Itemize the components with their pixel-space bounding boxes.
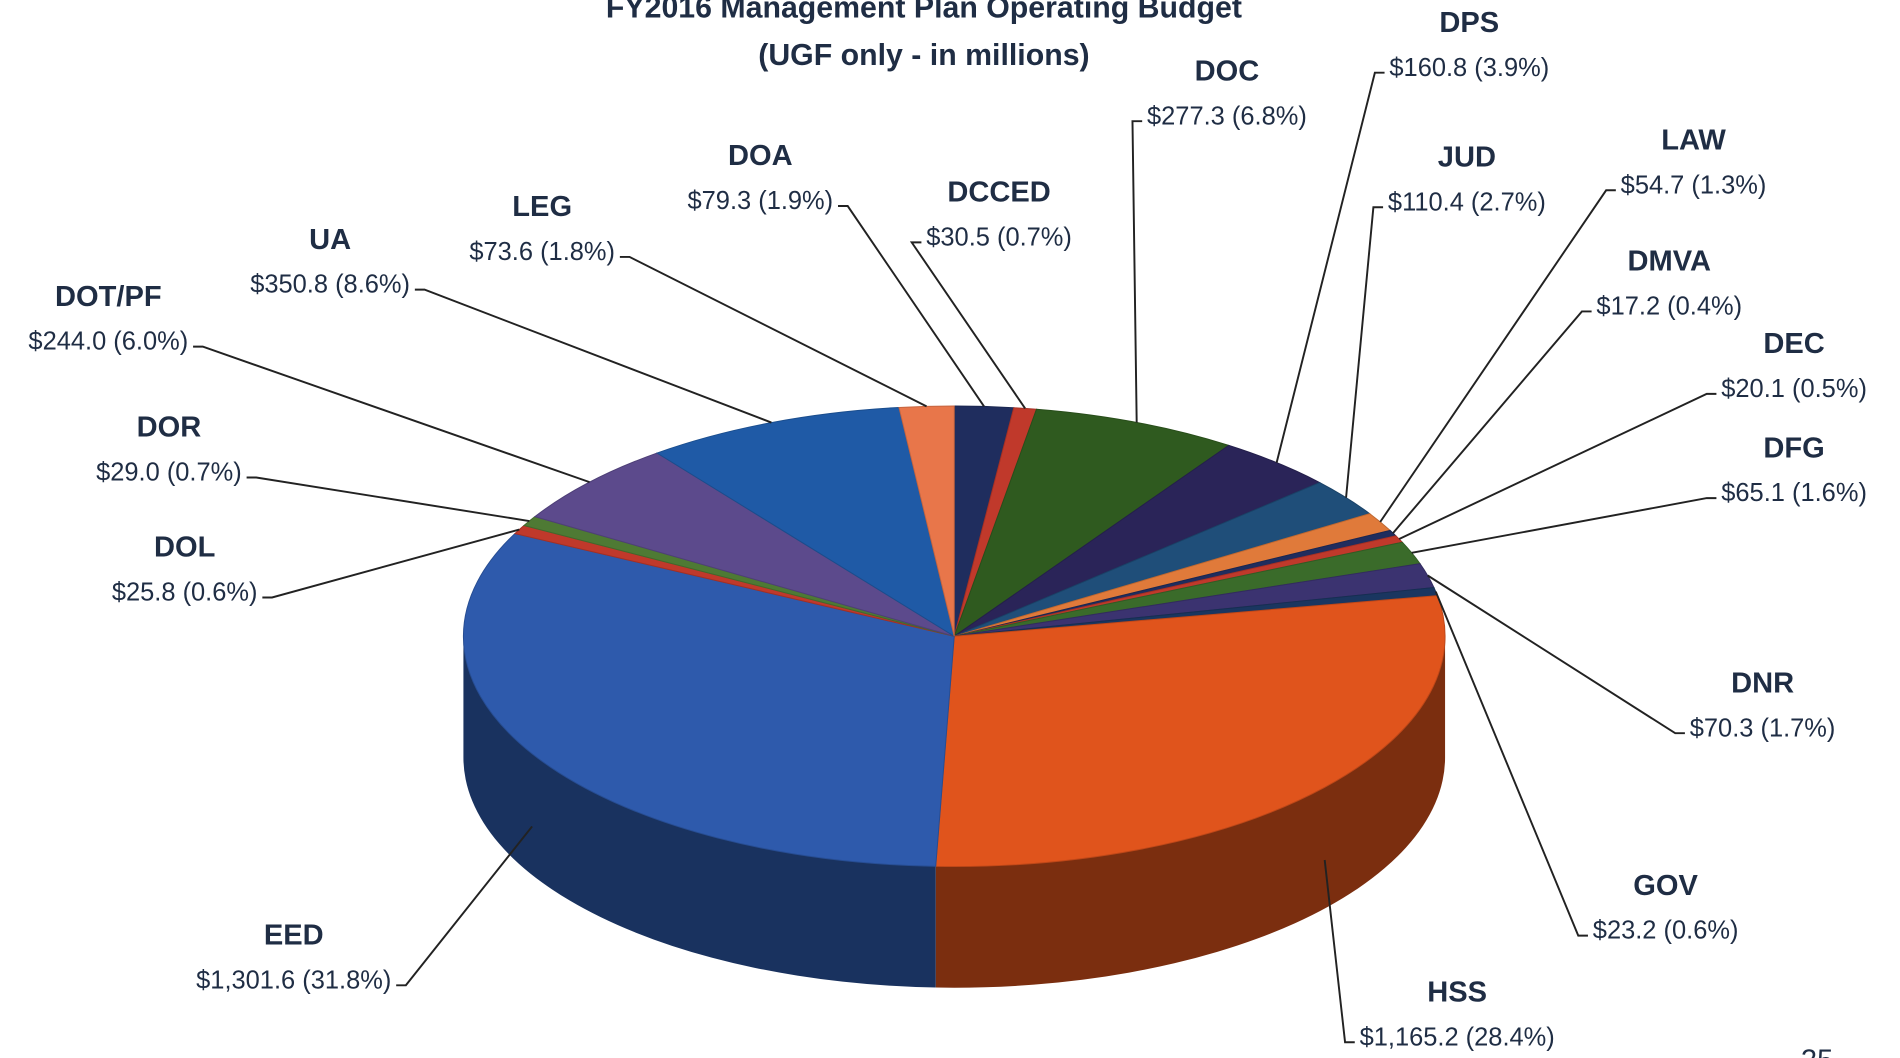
- slice: [935, 595, 1446, 868]
- leader-line: [1323, 859, 1355, 1044]
- slice: [953, 408, 1230, 638]
- leader-line: [619, 255, 928, 408]
- leader-line: [1411, 497, 1717, 554]
- slice-label: DPS: [1439, 7, 1499, 39]
- slice-label: EED: [264, 919, 324, 951]
- slice-label: LEG: [512, 191, 572, 223]
- slice-label: DOR: [137, 412, 202, 444]
- slice-label: DOC: [1195, 55, 1260, 87]
- leader-line: [193, 345, 590, 484]
- slice-label: DFG: [1763, 432, 1824, 464]
- value-label: $79.3 (1.9%): [688, 187, 834, 215]
- leader-line: [909, 241, 1026, 409]
- value-label: $65.1 (1.6%): [1721, 479, 1867, 507]
- slice-label: DMVA: [1628, 246, 1711, 278]
- slice-side: [463, 636, 936, 988]
- leader-line: [1434, 591, 1588, 937]
- leader-line: [262, 528, 520, 599]
- slice: [655, 406, 955, 638]
- slice: [533, 452, 955, 637]
- value-label: $54.7 (1.3%): [1621, 171, 1767, 199]
- value-label: $30.5 (0.7%): [926, 223, 1072, 251]
- leader-line: [396, 825, 533, 987]
- slice-label: LAW: [1661, 124, 1726, 156]
- value-label: $70.3 (1.7%): [1690, 714, 1836, 742]
- slice-label: DOA: [728, 140, 793, 172]
- leader-line: [838, 205, 985, 407]
- leader-line: [1392, 310, 1592, 534]
- slice-label: DOT/PF: [55, 281, 162, 313]
- slice-label: DCCED: [947, 177, 1050, 209]
- value-label: $110.4 (2.7%): [1388, 188, 1546, 216]
- slice-label: HSS: [1427, 976, 1487, 1008]
- value-label: $25.8 (0.6%): [112, 579, 258, 607]
- value-label: $29.0 (0.7%): [96, 459, 242, 487]
- value-label: $23.2 (0.6%): [1593, 917, 1739, 945]
- leader-line: [1427, 574, 1685, 735]
- leader-line: [1345, 206, 1384, 498]
- slice-label: UA: [309, 224, 351, 256]
- value-label: $17.2 (0.4%): [1596, 293, 1742, 321]
- value-label: $20.1 (0.5%): [1721, 375, 1867, 403]
- slice-label: DNR: [1731, 667, 1794, 699]
- slice-label: DOL: [154, 532, 215, 564]
- value-label: $244.0 (6.0%): [28, 328, 188, 356]
- leader-line: [1379, 189, 1616, 523]
- value-label: $1,301.6 (31.8%): [196, 966, 391, 994]
- value-label: $1,165.2 (28.4%): [1360, 1023, 1555, 1051]
- chart-title: FY2016 Management Plan Operating Budget: [606, 0, 1242, 25]
- leader-line: [246, 476, 530, 523]
- slice-side: [935, 636, 1446, 988]
- slice-label: DEC: [1763, 328, 1824, 360]
- leader-line: [414, 288, 772, 424]
- slice: [463, 533, 955, 867]
- value-label: $277.3 (6.8%): [1147, 102, 1307, 130]
- value-label: $73.6 (1.8%): [469, 238, 615, 266]
- value-label: $160.8 (3.9%): [1389, 54, 1549, 82]
- slice-label: GOV: [1633, 870, 1698, 902]
- leader-line: [1275, 71, 1385, 463]
- leader-line: [1398, 392, 1717, 540]
- leader-line: [1131, 120, 1143, 423]
- chart-subtitle: (UGF only - in millions): [758, 39, 1089, 72]
- page-number: 25: [1801, 1044, 1833, 1058]
- value-label: $350.8 (8.6%): [250, 271, 410, 299]
- slice-label: JUD: [1438, 141, 1496, 173]
